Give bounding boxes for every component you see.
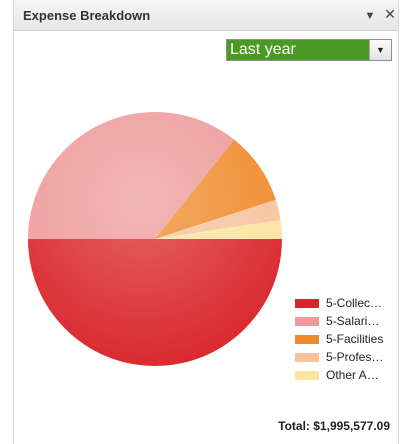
total-amount: Total: $1,995,577.09: [278, 419, 390, 433]
pie-slice-0[interactable]: [28, 239, 282, 366]
legend-label: 5-Salari…: [326, 314, 380, 328]
legend-label: 5-Collec…: [326, 296, 383, 310]
dropdown-arrow-icon[interactable]: ▼: [370, 40, 391, 60]
close-icon[interactable]: ✕: [384, 6, 396, 22]
legend-swatch: [295, 371, 319, 380]
legend-swatch: [295, 317, 319, 326]
widget-title: Expense Breakdown: [23, 8, 151, 23]
widget-header: Expense Breakdown ▼ ✕: [14, 0, 398, 31]
expense-breakdown-widget: Expense Breakdown ▼ ✕ Last year ▼ 5-Coll…: [13, 0, 399, 444]
legend-swatch: [295, 299, 319, 308]
period-dropdown[interactable]: Last year ▼: [226, 39, 392, 61]
legend-swatch: [295, 353, 319, 362]
legend-swatch: [295, 335, 319, 344]
period-dropdown-value: Last year: [227, 40, 370, 60]
legend-label: 5-Facilities: [326, 332, 384, 346]
legend-label: 5-Profes…: [326, 350, 384, 364]
legend-label: Other A…: [326, 368, 379, 382]
chevron-down-icon[interactable]: ▼: [364, 10, 376, 22]
